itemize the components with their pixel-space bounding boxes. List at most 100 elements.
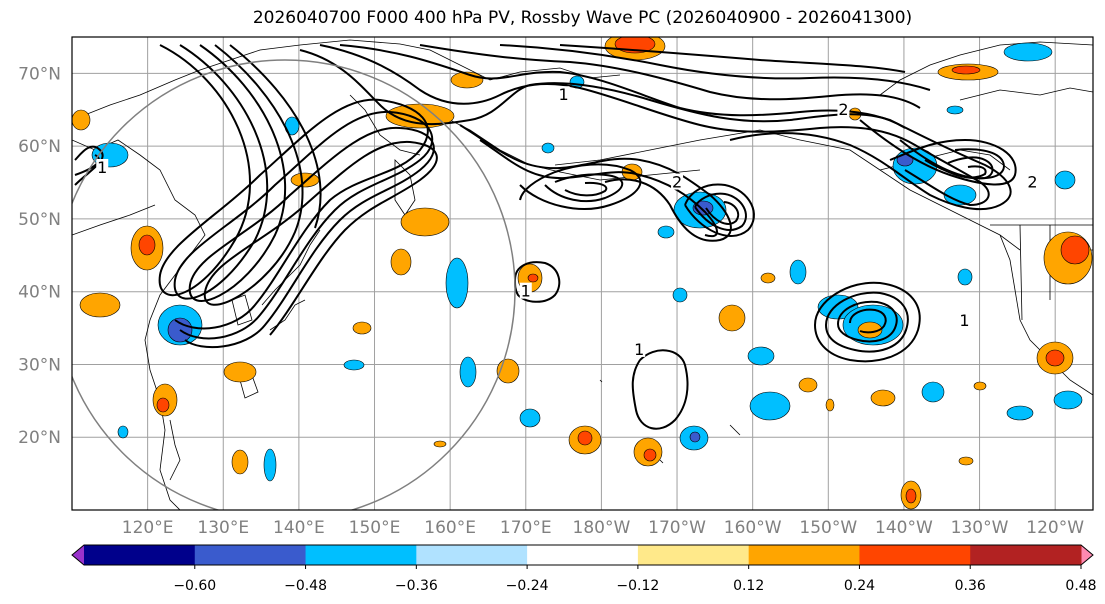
colorbar: −0.60 −0.48 −0.36 −0.24 −0.12 0.12 0.24 0.36 0.4… [71,544,1097,594]
shade-blob [857,321,883,339]
lon-label: 130°E [197,518,249,538]
shade-blob [643,448,657,462]
shade-blob [433,440,447,448]
contour-labels: 1 2 2 1 2 1 1 1 [96,85,1039,359]
colorbar-segment [84,545,196,565]
colorbar-segment [194,545,307,565]
map-frame [71,36,1094,511]
lon-label: 140°W [875,518,933,538]
shade-blob [1045,349,1065,367]
colorbar-segment [859,545,971,565]
shade-blob [519,408,541,428]
shade-blob [117,425,129,439]
shade-blob [672,287,688,303]
shade-blob [1006,405,1034,421]
colorbar-tick-label: −0.60 [173,578,216,594]
contour-label-bg [557,86,570,103]
shade-blob [72,109,91,131]
shade-blob [718,304,746,332]
contour-label: 1 [558,85,568,104]
lon-label: 150°W [799,518,857,538]
lat-label: 50°N [18,210,61,230]
shade-blob [445,257,469,309]
shade-blob [760,272,776,284]
lon-label: 140°E [273,518,325,538]
shade-blob [825,398,835,412]
colorbar-segment [416,545,528,565]
lon-label: 170°W [648,518,706,538]
shade-blob [79,292,121,318]
colorbar-outline [71,544,1094,566]
colorbar-segment [748,545,860,565]
shade-blob [138,234,156,256]
shade-blob [798,377,818,393]
lat-label: 40°N [18,283,61,303]
colorbar-tick-label: 0.48 [1065,578,1096,594]
shade-blob [400,207,450,237]
shade-blob [689,431,701,443]
pv-anomaly-shading [72,37,1093,510]
shade-blob [263,448,277,482]
lon-label: 120°E [122,518,174,538]
colorbar-segment [970,545,1082,565]
colorbar-tick-label: −0.24 [506,578,549,594]
colorbar-segment [305,545,417,565]
shade-blob [749,391,791,421]
contour-label-bg [837,100,850,117]
lon-label: 150°E [349,518,401,538]
contour-label-bg [633,340,646,357]
shade-blob [290,172,320,188]
shade-blob [958,456,974,466]
colorbar-segment [637,545,750,565]
shade-blob [921,381,945,403]
latitude-labels: 70°N 60°N 50°N 40°N 30°N 20°N [18,64,61,448]
coastlines [72,39,1093,510]
colorbar-tick-label: −0.12 [616,578,659,594]
lon-label: 160°E [424,518,476,538]
contour-label: 1 [521,282,531,301]
shade-blob [1054,170,1076,190]
shade-blob [747,346,775,366]
shade-blob [951,65,981,75]
contour-label: 2 [672,173,682,192]
shade-blob [390,248,412,276]
lon-label: 120°W [1026,518,1084,538]
contour-label-bg [519,282,532,299]
colorbar-tick-label: 0.24 [844,578,875,594]
contour-label-bg [958,311,971,328]
shade-blob [527,273,539,283]
shade-blob [1060,235,1090,265]
lon-label: 170°E [500,518,552,538]
longitude-labels: 120°E 130°E 140°E 150°E 160°E 170°E 180°W 170°W… [122,518,1084,538]
shade-blob [789,259,807,285]
shade-blob [1003,42,1053,62]
contour-label-bg [671,173,684,190]
contour-label: 1 [634,340,644,359]
shade-blob [223,361,257,383]
shade-blob [231,449,249,475]
contour-label-bg [1026,173,1039,190]
contour-label: 1 [97,158,107,177]
shade-blob [657,225,675,239]
shade-blob [957,268,973,286]
shade-blob [156,397,170,413]
shade-blob [459,356,477,388]
shade-blob [870,389,896,407]
lon-label: 160°W [724,518,782,538]
pv-contours [74,44,1017,430]
lon-label: 130°W [951,518,1009,538]
shade-blob [905,488,917,504]
colorbar-tick-label: 0.36 [955,578,986,594]
contour-label-bg [96,158,109,175]
shade-blob [577,430,593,446]
contour-label: 2 [838,100,848,119]
lon-label: 180°W [573,518,631,538]
lat-label: 30°N [18,355,61,375]
colorbar-tick-label: −0.48 [284,578,327,594]
shade-blob [541,142,555,154]
shade-blob [352,321,372,335]
colorbar-extend-high [1081,545,1093,565]
colorbar-tick-label: 0.12 [733,578,764,594]
shade-blob [1053,390,1083,410]
